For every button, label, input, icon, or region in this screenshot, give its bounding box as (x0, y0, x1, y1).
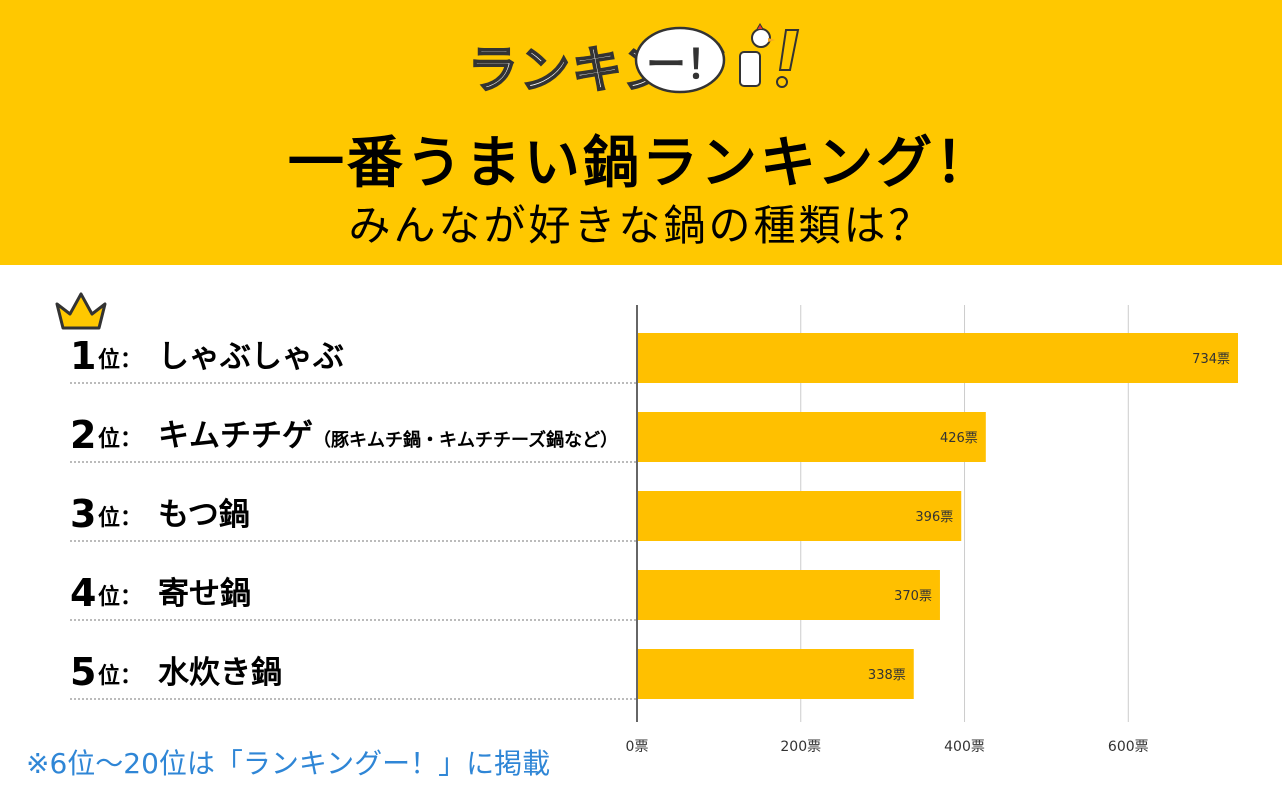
page-subtitle: みんなが好きな鍋の種類は？ (348, 201, 934, 250)
logo-mark: ー！ (646, 42, 726, 88)
rank-row-2: 2 位： キムチチゲ（豚キムチ鍋・キムチチーズ鍋など） (70, 401, 636, 463)
rank-suffix: 位： (98, 427, 143, 452)
rank-row-1: 1 位： しゃぶしゃぶ (70, 322, 636, 384)
header-banner: ランキング ー！ 一番うまい鍋ランキング！ みんなが好きな鍋の種類は？ (0, 0, 1282, 265)
bar-1 (638, 333, 1238, 383)
x-tick-label: 400票 (944, 739, 985, 755)
rank-note: （豚キムチ鍋・キムチチーズ鍋など） (313, 430, 619, 451)
rank-name: しゃぶしゃぶ (158, 339, 344, 375)
rank-suffix: 位： (98, 348, 143, 373)
rank-row-3: 3 位： もつ鍋 (70, 480, 636, 542)
rank-number: 5 (70, 650, 97, 694)
rank-name: 寄せ鍋 (158, 576, 251, 612)
bar-value-label: 426票 (940, 431, 978, 446)
page-title: 一番うまい鍋ランキング！ (287, 131, 995, 196)
bar-4 (638, 570, 940, 620)
rank-suffix: 位： (98, 506, 143, 531)
rank-row-4: 4 位： 寄せ鍋 (70, 559, 636, 621)
rank-number: 2 (70, 413, 97, 457)
rank-name: 水炊き鍋 (158, 655, 282, 691)
footer-note: ※6位〜20位は「ランキングー！」に掲載 (26, 747, 551, 780)
bar-2 (638, 412, 986, 462)
rank-row-5: 5 位： 水炊き鍋 (70, 638, 636, 700)
bar-value-label: 370票 (894, 589, 932, 604)
bar-value-label: 734票 (1192, 352, 1230, 367)
x-tick-label: 600票 (1108, 739, 1149, 755)
bar-5 (638, 649, 914, 699)
x-tick-label: 0票 (626, 739, 649, 755)
rank-suffix: 位： (98, 664, 143, 689)
ranking-goo-logo[interactable]: ランキング ー！ (467, 22, 814, 102)
logo-mascot-icon: ー！ (634, 23, 800, 94)
rank-number: 4 (70, 571, 97, 615)
rank-number: 3 (70, 492, 97, 536)
rank-name: もつ鍋 (158, 497, 250, 533)
x-tick-label: 200票 (780, 739, 821, 755)
rank-name: キムチチゲ (158, 418, 313, 454)
bar-3 (638, 491, 962, 541)
rank-suffix: 位： (98, 585, 143, 610)
crown-icon (55, 292, 107, 330)
rank-number: 1 (70, 334, 97, 378)
rank-name-with-note: キムチチゲ（豚キムチ鍋・キムチチーズ鍋など） (158, 410, 618, 455)
bar-value-label: 396票 (915, 510, 953, 525)
bar-value-label: 338票 (868, 668, 906, 683)
